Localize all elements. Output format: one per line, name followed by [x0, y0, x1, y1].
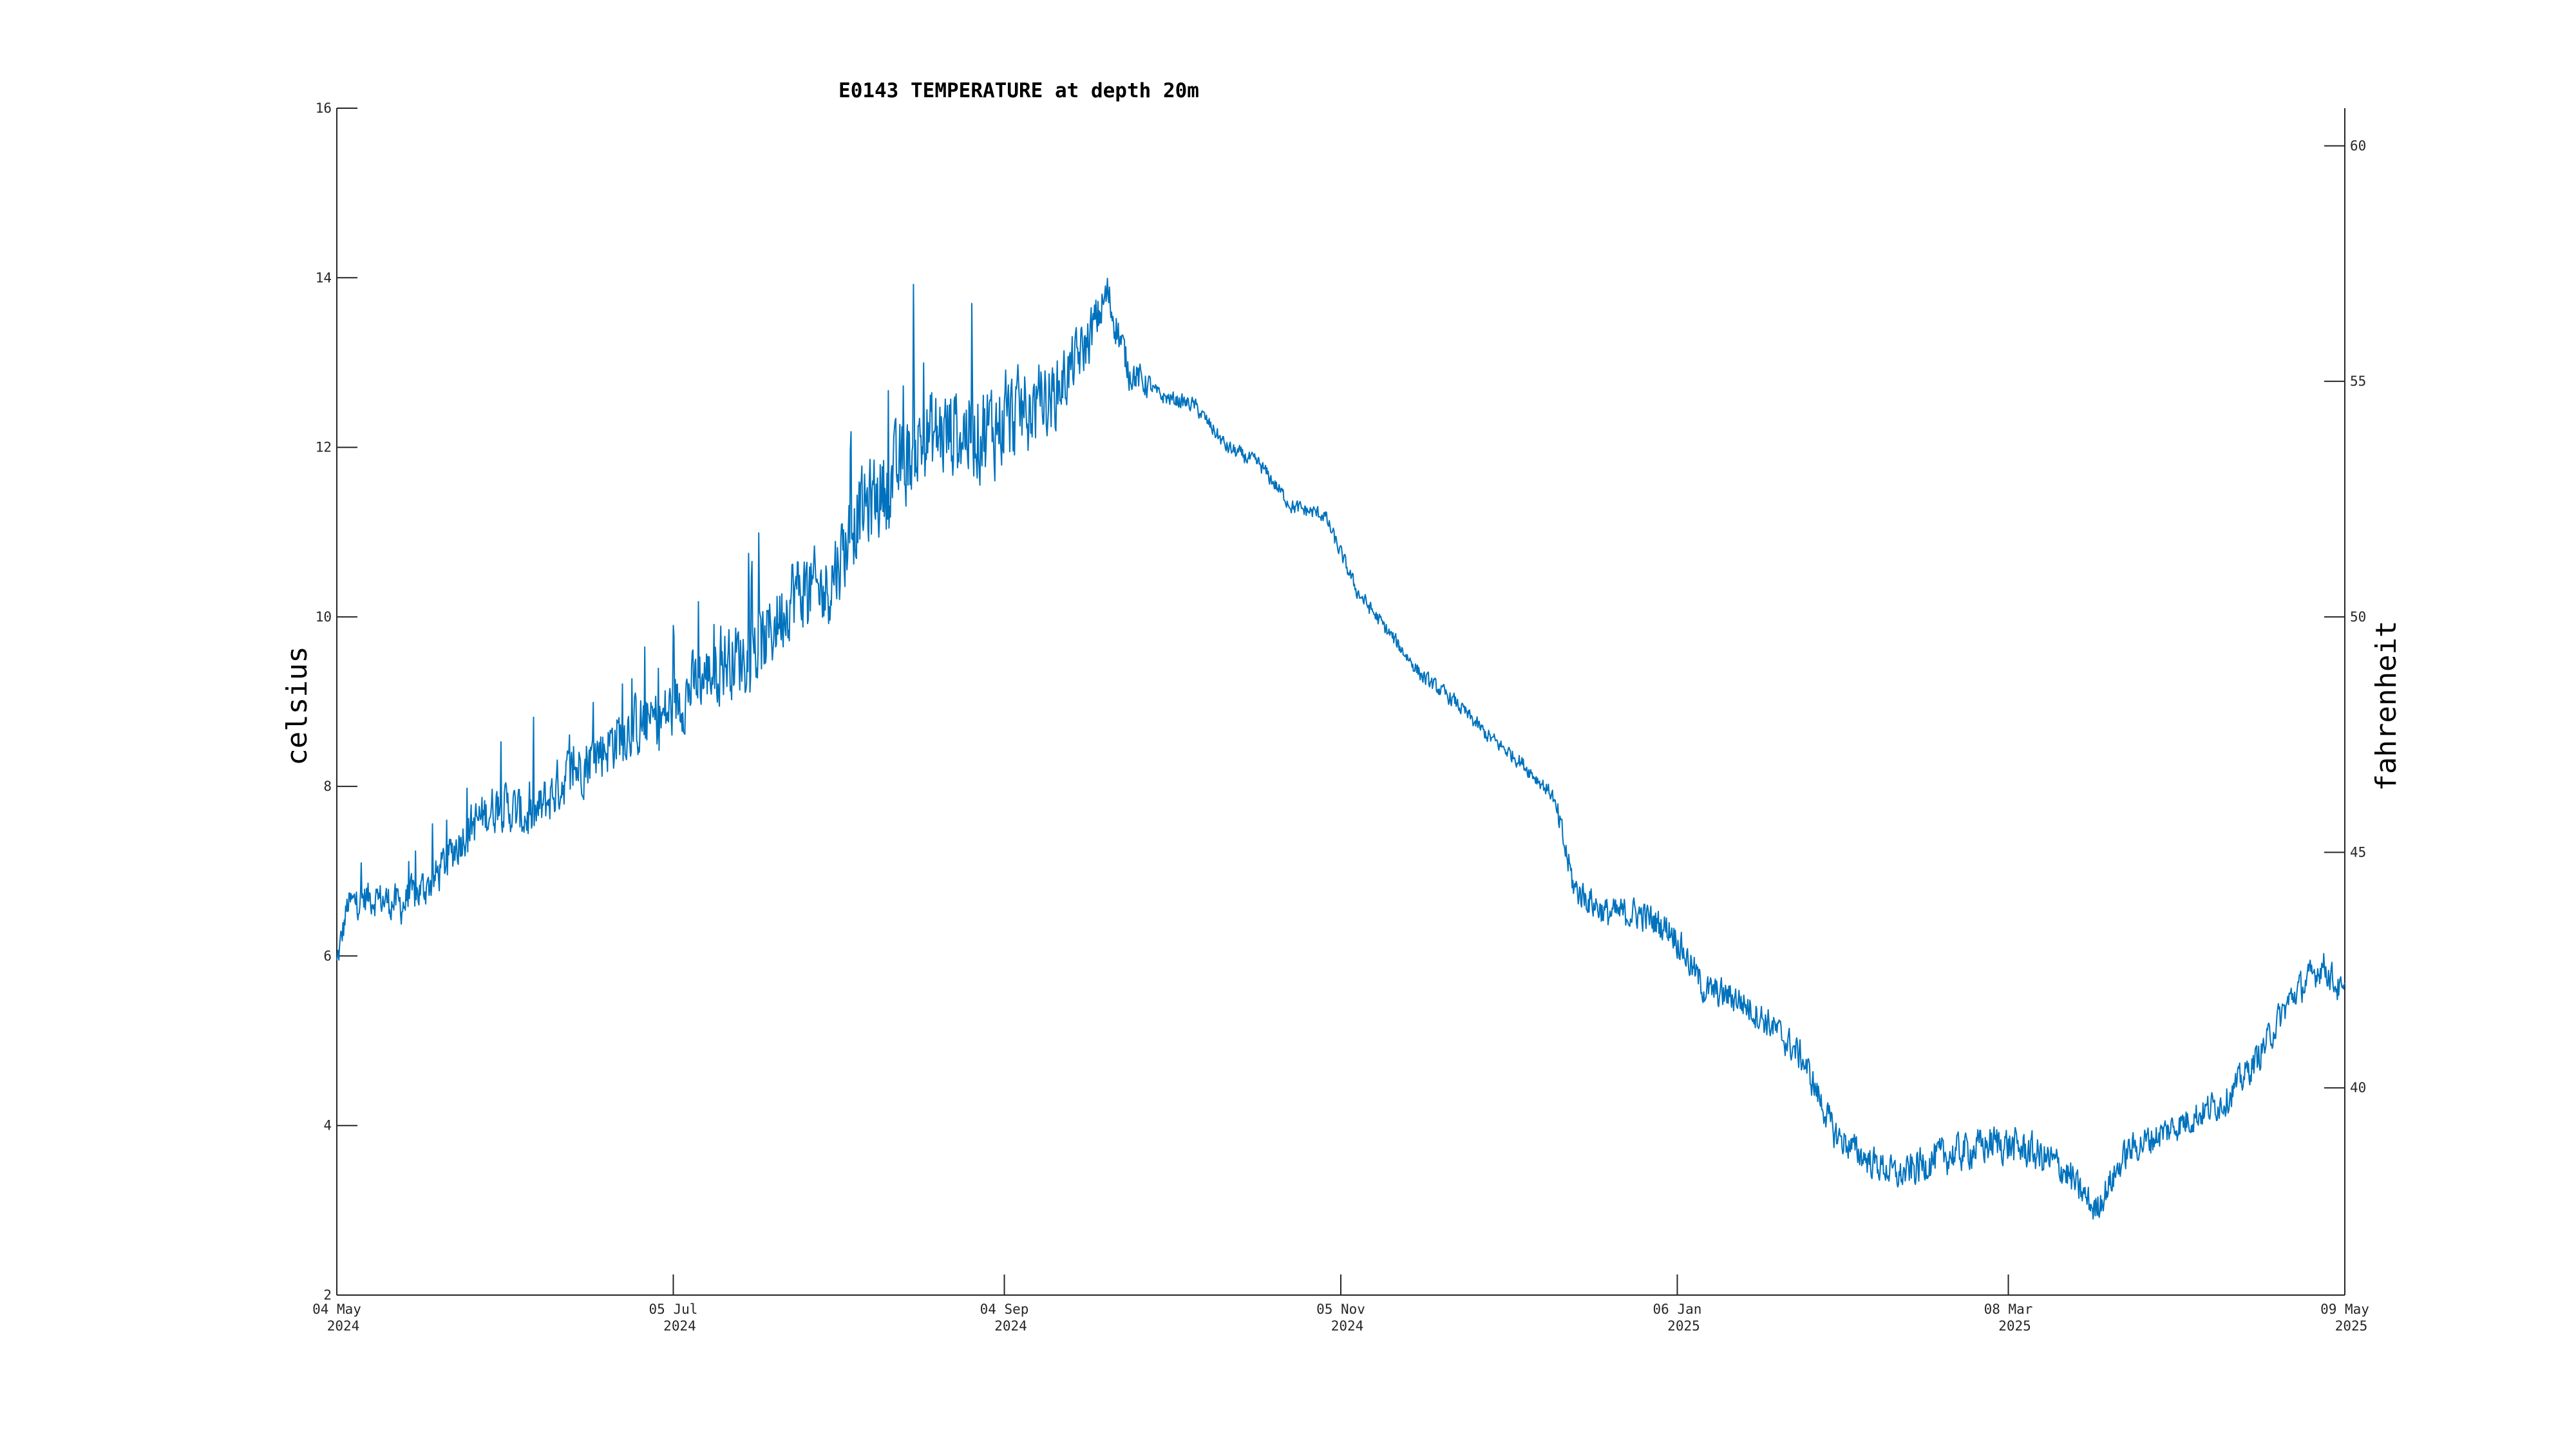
y-tick-label-right: 60 [2350, 138, 2366, 154]
x-tick-label-year: 2025 [1998, 1318, 2031, 1334]
x-tick-label-year: 2024 [1331, 1318, 1364, 1334]
y-tick-label-right: 50 [2350, 609, 2366, 625]
y-tick-label-right: 40 [2350, 1080, 2366, 1095]
x-tick-label-year: 2024 [994, 1318, 1027, 1334]
x-tick-label-year: 2024 [663, 1318, 696, 1334]
y-tick-label-left: 16 [316, 100, 332, 116]
x-tick-label-year: 2025 [1667, 1318, 1700, 1334]
x-tick-label: 08 Mar [1984, 1302, 2033, 1317]
series-group [336, 278, 2345, 1220]
y-tick-label-left: 12 [316, 440, 332, 455]
temperature-series-line [336, 278, 2345, 1220]
y-tick-label-left: 10 [316, 609, 332, 625]
y-tick-label-left: 8 [323, 779, 332, 794]
y-tick-label-left: 4 [323, 1118, 332, 1133]
x-tick-label: 06 Jan [1653, 1302, 1702, 1317]
x-tick-label: 09 May [2320, 1302, 2369, 1317]
y-axis-label-right: fahrenheit [2370, 621, 2403, 791]
x-tick-label-year: 2025 [2335, 1318, 2368, 1334]
y-tick-label-left: 2 [323, 1287, 332, 1303]
chart-title: E0143 TEMPERATURE at depth 20m [838, 79, 1199, 102]
x-tick-label: 04 Sep [980, 1302, 1029, 1317]
y-tick-label-right: 55 [2350, 374, 2366, 389]
y-tick-label-left: 6 [323, 948, 332, 963]
x-tick-label: 05 Jul [649, 1302, 698, 1317]
y-axis-label-left: celsius [281, 646, 314, 765]
x-tick-label: 04 May [312, 1302, 361, 1317]
y-tick-label-right: 45 [2350, 845, 2366, 860]
x-tick-label: 05 Nov [1316, 1302, 1365, 1317]
x-tick-label-year: 2024 [327, 1318, 360, 1334]
y-tick-label-left: 14 [316, 270, 332, 285]
